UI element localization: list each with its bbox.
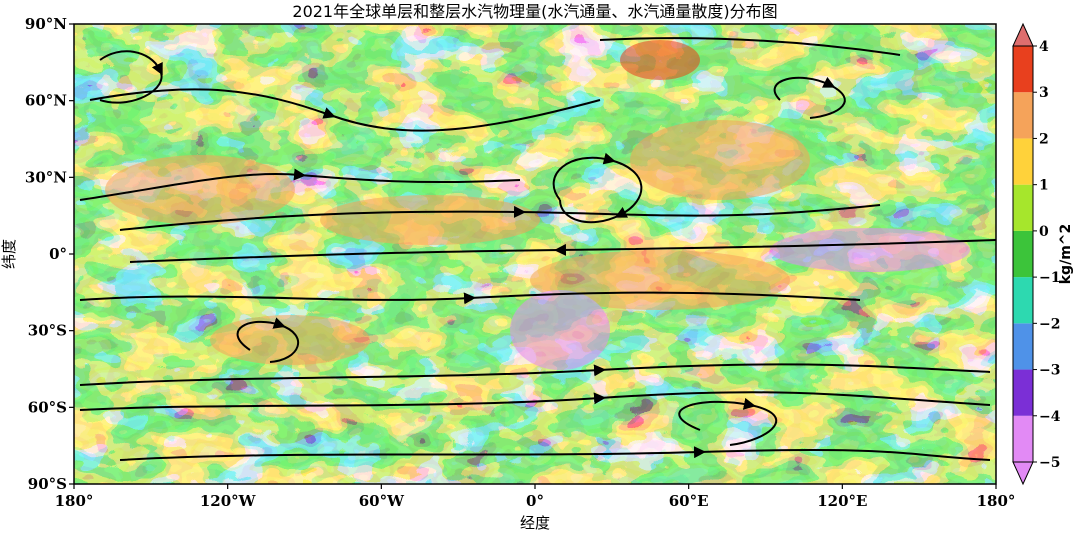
colorbar-label: kg/m^2 — [1058, 224, 1074, 285]
y-axis-label: 纬度 — [0, 239, 18, 269]
colorbar-tick-label: 1 — [1039, 178, 1049, 194]
colorbar-extend-max — [1012, 22, 1034, 47]
streamline — [89, 88, 601, 132]
x-axis-label: 经度 — [520, 514, 550, 532]
x-tick-label: 120°W — [200, 492, 257, 510]
colorbar-tick-label: −4 — [1039, 409, 1061, 425]
streamline — [119, 204, 881, 231]
streamline — [773, 76, 846, 119]
y-tick-label: 90°S — [28, 475, 67, 493]
x-tick-label: 180° — [977, 492, 1016, 510]
colorbar-swatch — [1013, 46, 1033, 93]
streamline — [79, 291, 861, 305]
y-tick-label: 90°N — [25, 15, 67, 33]
colorbar-tick-label: −3 — [1039, 363, 1060, 379]
plot-area — [73, 23, 997, 485]
streamlines — [79, 37, 996, 461]
colorbar-swatch — [1013, 138, 1033, 185]
colorbar-tick-label: 3 — [1039, 85, 1049, 101]
colorbar-swatch — [1013, 415, 1033, 462]
colorbar-swatch — [1013, 369, 1033, 416]
streamline — [119, 446, 991, 461]
streamline — [236, 317, 300, 363]
y-tick-label: 60°N — [25, 92, 67, 110]
streamline — [678, 397, 777, 446]
x-tick-label: 180° — [55, 492, 94, 510]
x-tick-label: 60°W — [359, 492, 405, 510]
colorbar: 4 3 2 1 0 −1 −2 −3 −4 −5 — [1012, 22, 1061, 486]
colorbar-swatch — [1013, 92, 1033, 139]
y-axis: 90°N 60°N 30°N 0° 30°S 60°S 90°S — [25, 15, 74, 493]
streamline — [552, 152, 643, 224]
colorbar-tick-label: 0 — [1039, 224, 1049, 240]
streamline — [79, 363, 991, 386]
large-scale-patterns — [105, 40, 970, 370]
streamline — [79, 391, 991, 411]
streamline — [79, 168, 521, 201]
x-tick-label: 120°E — [817, 492, 867, 510]
colorbar-extend-min — [1012, 461, 1034, 486]
y-tick-label: 60°S — [28, 398, 67, 416]
colorbar-tick-label: −5 — [1039, 455, 1060, 471]
colorbar-tick-label: 2 — [1039, 131, 1049, 147]
colorbar-swatch — [1013, 277, 1033, 324]
colorbar-tick-label: 4 — [1039, 39, 1049, 55]
streamline — [99, 50, 163, 104]
x-axis: 180° 120°W 60°W 0° 60°E 120°E 180° — [55, 484, 1016, 510]
y-tick-label: 30°N — [25, 168, 67, 186]
y-tick-label: 0° — [49, 245, 67, 263]
colorbar-swatch — [1013, 230, 1033, 278]
x-tick-label: 60°E — [669, 492, 709, 510]
colorbar-swatch — [1013, 323, 1033, 370]
colorbar-swatch — [1013, 184, 1033, 231]
colorbar-frame — [1012, 45, 1034, 463]
streamline — [129, 239, 996, 263]
streamline — [599, 37, 901, 56]
colorbar-tick-label: −2 — [1039, 316, 1060, 332]
chart-title: 2021年全球单层和整层水汽物理量(水汽通量、水汽通量散度)分布图 — [292, 2, 777, 21]
y-tick-label: 30°S — [28, 322, 67, 340]
x-tick-label: 0° — [526, 492, 544, 510]
colorbar-tick-label: −1 — [1039, 270, 1060, 286]
